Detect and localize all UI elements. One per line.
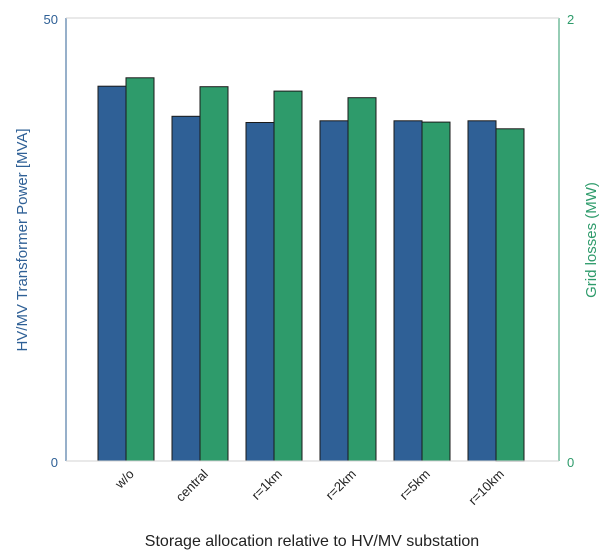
x-tick-label-5: r=10km: [465, 466, 507, 508]
right-axis-ticks: 2 0: [567, 12, 574, 470]
plot-area: [65, 17, 560, 462]
bar-grid-losses-4: [421, 121, 451, 462]
left-tick-min: 0: [51, 455, 58, 470]
left-axis-title: HV/MV Transformer Power [MVA]: [14, 128, 31, 351]
bar-transformer-power-3: [319, 120, 349, 462]
bar-grid-losses-2: [273, 90, 303, 462]
x-tick-label-0: w/o: [111, 466, 137, 492]
bar-grid-losses-0: [125, 77, 155, 462]
x-tick-label-2: r=1km: [249, 466, 285, 502]
bar-transformer-power-5: [467, 120, 497, 462]
x-tick-label-3: r=2km: [323, 466, 359, 502]
bar-transformer-power-4: [393, 120, 423, 462]
right-axis-title: Grid losses (MW): [583, 182, 600, 298]
right-tick-max: 2: [567, 12, 574, 27]
bar-grid-losses-5: [495, 128, 525, 462]
x-axis-title: Storage allocation relative to HV/MV sub…: [145, 533, 479, 550]
bar-transformer-power-0: [97, 85, 127, 462]
left-axis-ticks: 50 0: [44, 12, 58, 470]
x-tick-label-4: r=5km: [397, 466, 433, 502]
bar-grid-losses-3: [347, 97, 377, 462]
right-tick-min: 0: [567, 455, 574, 470]
left-tick-max: 50: [44, 12, 58, 27]
x-tick-label-1: central: [173, 466, 211, 504]
x-axis-tick-labels: w/o central r=1km r=2km r=5km r=10km: [111, 466, 507, 508]
bar-grid-losses-1: [199, 86, 229, 462]
bars-group: [97, 77, 525, 462]
bar-transformer-power-2: [245, 122, 275, 462]
bar-transformer-power-1: [171, 115, 201, 462]
